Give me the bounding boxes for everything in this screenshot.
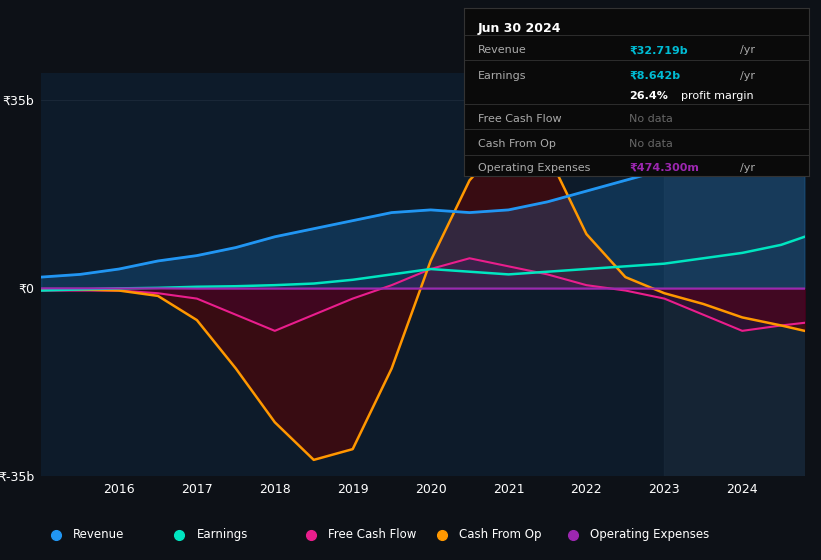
- Text: ₹8.642b: ₹8.642b: [630, 71, 681, 81]
- Text: ₹474.300m: ₹474.300m: [630, 163, 699, 173]
- Text: Cash From Op: Cash From Op: [478, 139, 556, 150]
- Text: ₹32.719b: ₹32.719b: [630, 45, 688, 55]
- Text: profit margin: profit margin: [681, 91, 754, 101]
- Text: Operating Expenses: Operating Expenses: [478, 163, 590, 173]
- Text: Revenue: Revenue: [478, 45, 526, 55]
- Text: Free Cash Flow: Free Cash Flow: [328, 528, 416, 542]
- Text: Jun 30 2024: Jun 30 2024: [478, 22, 562, 35]
- Text: Operating Expenses: Operating Expenses: [590, 528, 709, 542]
- Text: Revenue: Revenue: [73, 528, 124, 542]
- Text: Earnings: Earnings: [478, 71, 526, 81]
- Text: 26.4%: 26.4%: [630, 91, 668, 101]
- Text: No data: No data: [630, 114, 673, 124]
- Text: Cash From Op: Cash From Op: [459, 528, 541, 542]
- Text: Earnings: Earnings: [196, 528, 248, 542]
- Text: No data: No data: [630, 139, 673, 150]
- Text: /yr: /yr: [740, 163, 754, 173]
- Text: /yr: /yr: [740, 45, 754, 55]
- Bar: [664, 73, 805, 476]
- Text: Free Cash Flow: Free Cash Flow: [478, 114, 562, 124]
- Text: /yr: /yr: [740, 71, 754, 81]
